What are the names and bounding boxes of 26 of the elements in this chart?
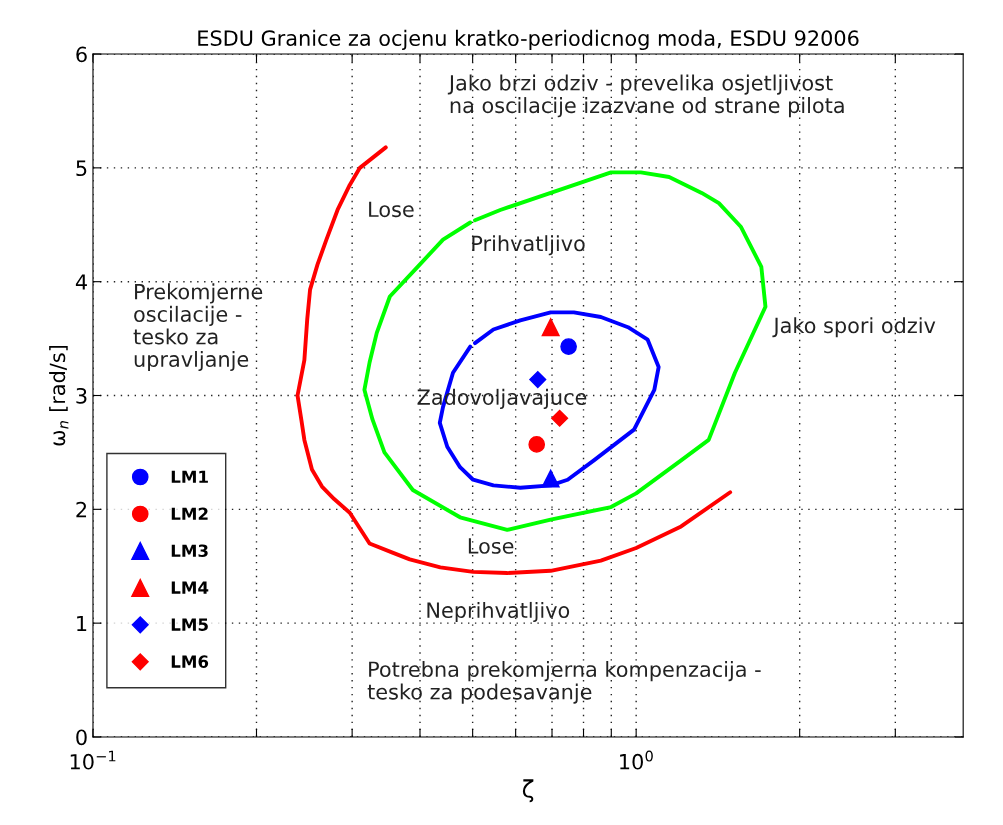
y-tick-label: 0 <box>76 729 87 746</box>
annotation: Jako brzi odziv - prevelika osjetljivost na oscilacije izazvane od strane pilota <box>447 74 844 118</box>
legend-label: LM1 <box>171 470 208 483</box>
annotation: Prekomjerne oscilacije - tesko za upravljanje <box>133 283 263 372</box>
y-tick-label: 2 <box>76 501 87 518</box>
legend-label: LM4 <box>171 581 209 594</box>
annotation: Potrebna prekomjerna kompenzacija - tesko za podesavanje <box>367 660 761 704</box>
y-tick-label: 1 <box>77 615 87 632</box>
legend-label: LM2 <box>171 507 208 520</box>
annotation: Lose <box>369 201 414 218</box>
legend-label: LM6 <box>171 655 209 668</box>
y-tick-label: 4 <box>75 274 87 290</box>
legend-label: LM3 <box>171 544 208 558</box>
annotation: Neprihvatljivo <box>427 601 570 623</box>
y-tick-label: 6 <box>76 46 87 63</box>
annotation: Jako spori odziv <box>772 317 936 338</box>
x-tick-label: 10$^{−1}$ <box>70 750 116 770</box>
y-tick-label: 3 <box>76 387 87 404</box>
chart-title: ESDU Granice za ocjenu kratko-periodicnog moda, ESDU 92006 <box>198 29 859 51</box>
x-tick-label: 10$^{0}$ <box>620 750 653 770</box>
x-axis-title: ζ <box>522 779 534 803</box>
y-axis-title: ω$_{n}$ [rad/s] <box>49 345 69 446</box>
annotation: Lose <box>468 538 514 554</box>
annotation: Prihvatljivo <box>472 235 585 256</box>
y-tick-label: 5 <box>76 160 87 177</box>
legend-label: LM5 <box>171 618 208 631</box>
